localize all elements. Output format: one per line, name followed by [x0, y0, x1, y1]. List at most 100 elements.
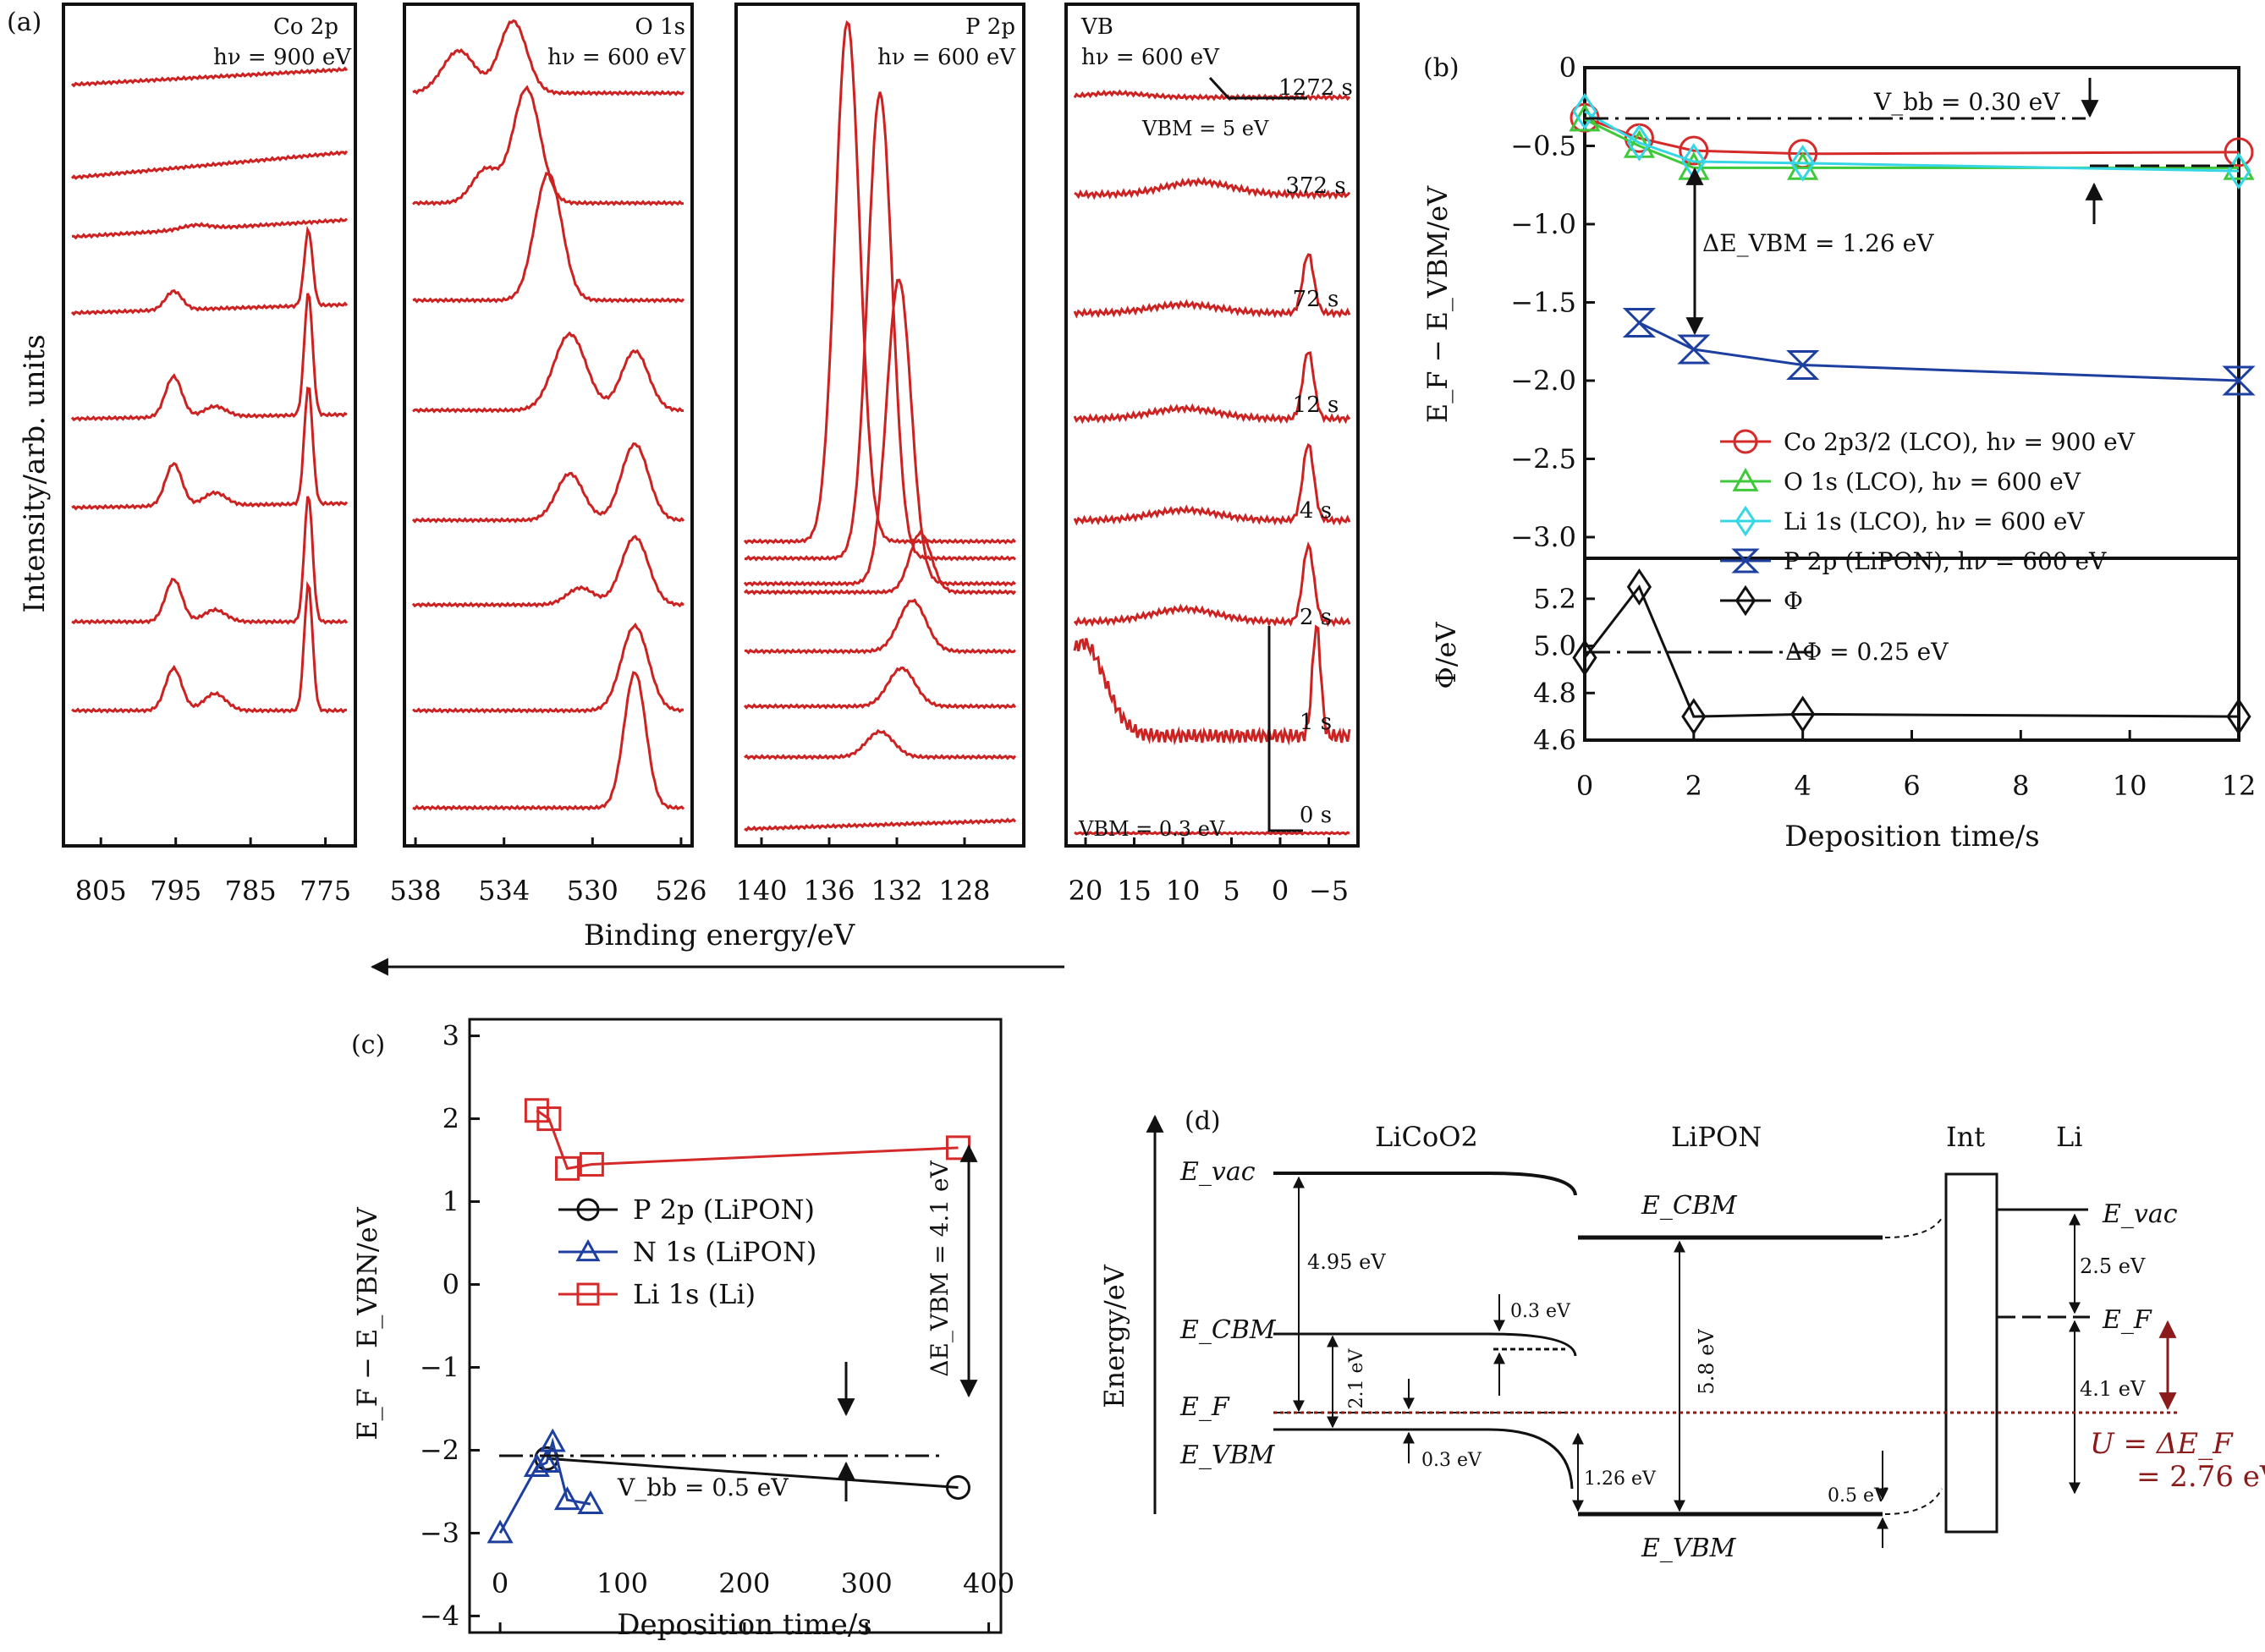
c-data-point [487, 1519, 514, 1544]
b-legend-marker [1733, 429, 1758, 454]
c-ytick-label: 0 [443, 1269, 459, 1301]
b-series-line [1584, 116, 2240, 156]
b-ytick-bottom-label: 5.0 [1533, 630, 1576, 662]
spectrum-panel-vb: VB hν = 600 eV 20 15 10 5 0 −5 1272 s 372 s 72 … [1064, 3, 1360, 907]
c-ytick-label: 3 [443, 1020, 459, 1052]
c-legend-marker [575, 1238, 601, 1262]
c-legend-label: N 1s (LiPON) [633, 1236, 816, 1268]
panel-a-ylabel: Intensity/arb. units [18, 334, 52, 612]
c-ytick-label: −1 [420, 1351, 459, 1383]
b-ytick-label: −2.0 [1510, 365, 1576, 397]
o1s-tick-label: 534 [478, 875, 530, 907]
b-xtick-label: 0 [1576, 770, 1593, 802]
co2p-tick-label: 795 [150, 875, 201, 907]
vbb-annotation: V_bb = 0.30 eV [1873, 88, 2060, 116]
b-legend-label: Φ [1784, 587, 1803, 615]
co2p-spectrum-curve [70, 293, 348, 422]
co2p-curves [70, 66, 349, 714]
o1s-tick-label: 526 [655, 875, 706, 907]
co2p-spectrum-curve [70, 225, 349, 316]
o1s-spectrum-curve [412, 622, 684, 714]
b-series-line [1638, 321, 2240, 382]
lipon-ecbm-interface [1884, 1217, 1943, 1238]
vb-tick-label: 0 [1272, 875, 1289, 907]
p2p-curves [743, 20, 1017, 832]
vb-spectrum-curve [1073, 624, 1351, 746]
panel-a-xps-spectra: (a) Intensity/arb. units Co 2p hν = 900 … [7, 3, 1360, 976]
vbb-c-annotation: V_bb = 0.5 eV [617, 1474, 789, 1501]
region-licoo2: LiCoO2 [1375, 1121, 1478, 1153]
lco-cbm-bend-value: 0.3 eV [1510, 1301, 1571, 1322]
region-li: Li [2056, 1121, 2082, 1153]
o1s-spectrum-curve [412, 19, 685, 96]
b-ytick-bottom-label: 4.8 [1533, 677, 1576, 709]
b-xtick-label: 8 [2012, 770, 2029, 802]
vb-spectrum-curve [1074, 831, 1350, 836]
deposition-time-label: 12 s [1293, 392, 1339, 418]
vb-frame [1064, 3, 1360, 848]
lipon-gap-value: 5.8 eV [1695, 1329, 1718, 1395]
delta-phi-annotation: ΔΦ = 0.25 eV [1785, 638, 1949, 666]
c-xtick-label: 200 [718, 1567, 770, 1600]
vb-energy: hν = 600 eV [1081, 45, 1220, 70]
delta-vbm-annotation: ΔE_VBM = 1.26 eV [1702, 229, 1934, 257]
b-legend-label: P 2p (LiPON), hν = 600 eV [1784, 547, 2107, 575]
vb-tick-label: 5 [1223, 875, 1240, 907]
c-data-point [945, 1475, 970, 1501]
b-legend-marker [1734, 505, 1756, 537]
o1s-spectrum-curve [412, 85, 684, 206]
b-series-line [1584, 110, 2240, 173]
c-xtick-label: 100 [596, 1567, 648, 1600]
spectrum-panel-co2p: Co 2p hν = 900 eV 805 795 785 775 [62, 3, 357, 907]
vbm-bottom-marker [1267, 626, 1303, 832]
co2p-tick-label: 775 [300, 875, 351, 907]
panel-b-ylabel-top: E_F − E_VBM/eV [1421, 185, 1454, 423]
b-ytick-label: −0.5 [1510, 130, 1576, 162]
li-workfunction-value: 2.5 eV [2080, 1254, 2146, 1278]
lco-gap-value: 2.1 eV [1346, 1347, 1367, 1408]
p2p-spectrum-curve [743, 666, 1017, 710]
co2p-title: Co 2p [273, 14, 338, 40]
panel-c-plot [487, 1098, 970, 1544]
b-ytick-bottom-label: 5.2 [1533, 583, 1576, 615]
c-xtick-label: 300 [841, 1567, 893, 1600]
vbm-bottom-label: VBM = 0.3 eV [1078, 817, 1225, 841]
deposition-time-label: 1 s [1300, 710, 1332, 735]
co2p-spectrum-curve [71, 580, 348, 714]
p2p-tick-label: 132 [871, 875, 922, 907]
interphase-box [1944, 1172, 1998, 1534]
o1s-energy: hν = 600 eV [547, 45, 686, 70]
co2p-tick-label: 785 [225, 875, 277, 907]
p2p-ticks: 140 136 132 128 [735, 837, 991, 907]
vb-title: VB [1080, 14, 1113, 40]
panel-b-axes: 0 2 4 6 8 10 12 0 −0.5 −1.0 −1.5 −2.0 −2.5 −3.0 5.2 5.0… [1510, 52, 2256, 802]
vb-tick-label: 15 [1117, 875, 1152, 907]
b-series-line [1583, 584, 2240, 718]
p2p-energy: hν = 600 eV [877, 45, 1016, 70]
b-ytick-label: −1.5 [1510, 287, 1576, 319]
spectrum-panel-o1s: O 1s hν = 600 eV 538 534 530 526 [390, 3, 706, 907]
panel-a-xlabel: Binding energy/eV [584, 919, 856, 952]
c-xtick-label: 0 [492, 1567, 509, 1600]
c-series-line [498, 1437, 591, 1534]
deposition-time-label: 0 s [1300, 803, 1332, 828]
vbm-top-label: VBM = 5 eV [1141, 117, 1269, 140]
lipon-evbm-label: E_VBM [1641, 1534, 1737, 1563]
b-legend-marker [1734, 585, 1756, 617]
deposition-time-label: 4 s [1300, 498, 1332, 524]
b-xtick-label: 10 [2113, 770, 2147, 802]
p2p-spectrum-curve [743, 529, 1017, 595]
b-data-point [1790, 144, 1816, 182]
c-data-point [553, 1486, 581, 1511]
c-ytick-label: −2 [420, 1434, 459, 1466]
c-data-point [579, 1151, 604, 1177]
c-series-line [546, 1457, 959, 1489]
panel-c-axes: 0 100 200 300 400 3 2 1 0 −1 −2 −3 −4 [420, 1020, 1014, 1633]
b-legend-marker [1732, 467, 1759, 491]
b-legend-label: Li 1s (LCO), hν = 600 eV [1784, 508, 2085, 535]
panel-b-xlabel: Deposition time/s [1784, 820, 2039, 853]
c-data-point [536, 1106, 562, 1132]
co2p-spectrum-curve [71, 496, 349, 625]
lco-vbm-bend-value: 0.3 eV [1421, 1450, 1482, 1471]
deposition-time-label: 372 s [1285, 173, 1345, 199]
